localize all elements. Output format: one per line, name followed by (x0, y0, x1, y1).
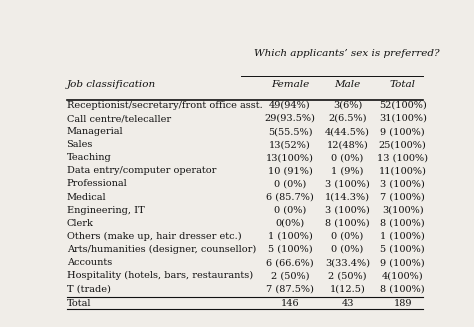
Text: Job classification: Job classification (66, 79, 156, 89)
Text: 31(100%): 31(100%) (379, 114, 427, 123)
Text: 0 (0%): 0 (0%) (331, 153, 364, 162)
Text: Total: Total (390, 79, 416, 89)
Text: 1 (9%): 1 (9%) (331, 166, 364, 175)
Text: 13(52%): 13(52%) (269, 140, 311, 149)
Text: 5 (100%): 5 (100%) (268, 245, 312, 254)
Text: 9 (100%): 9 (100%) (381, 127, 425, 136)
Text: 3 (100%): 3 (100%) (325, 206, 370, 215)
Text: Female: Female (271, 79, 309, 89)
Text: 1(12.5): 1(12.5) (330, 284, 365, 293)
Text: Male: Male (335, 79, 361, 89)
Text: 8 (100%): 8 (100%) (325, 219, 370, 228)
Text: 189: 189 (393, 299, 412, 308)
Text: Receptionist/secretary/front office asst.: Receptionist/secretary/front office asst… (66, 101, 262, 110)
Text: 7 (87.5%): 7 (87.5%) (266, 284, 314, 293)
Text: Teaching: Teaching (66, 153, 111, 162)
Text: 0 (0%): 0 (0%) (331, 245, 364, 254)
Text: Others (make up, hair dresser etc.): Others (make up, hair dresser etc.) (66, 232, 241, 241)
Text: 0(0%): 0(0%) (275, 219, 304, 228)
Text: 3 (100%): 3 (100%) (380, 180, 425, 188)
Text: 0 (0%): 0 (0%) (274, 180, 306, 188)
Text: 8 (100%): 8 (100%) (381, 284, 425, 293)
Text: T (trade): T (trade) (66, 284, 110, 293)
Text: 8 (100%): 8 (100%) (381, 219, 425, 228)
Text: 13(100%): 13(100%) (266, 153, 314, 162)
Text: 6 (66.6%): 6 (66.6%) (266, 258, 314, 267)
Text: 2 (50%): 2 (50%) (328, 271, 367, 280)
Text: 0 (0%): 0 (0%) (274, 206, 306, 215)
Text: 43: 43 (341, 299, 354, 308)
Text: Accounts: Accounts (66, 258, 112, 267)
Text: Managerial: Managerial (66, 127, 123, 136)
Text: 12(48%): 12(48%) (327, 140, 368, 149)
Text: 13 (100%): 13 (100%) (377, 153, 428, 162)
Text: 25(100%): 25(100%) (379, 140, 427, 149)
Text: 49(94%): 49(94%) (269, 101, 311, 110)
Text: Which applicants’ sex is preferred?: Which applicants’ sex is preferred? (254, 49, 439, 58)
Text: 10 (91%): 10 (91%) (267, 166, 312, 175)
Text: 4(100%): 4(100%) (382, 271, 424, 280)
Text: 29(93.5%): 29(93.5%) (264, 114, 315, 123)
Text: Data entry/computer operator: Data entry/computer operator (66, 166, 216, 175)
Text: 1 (100%): 1 (100%) (267, 232, 312, 241)
Text: 4(44.5%): 4(44.5%) (325, 127, 370, 136)
Text: Sales: Sales (66, 140, 93, 149)
Text: 1 (100%): 1 (100%) (380, 232, 425, 241)
Text: 5(55.5%): 5(55.5%) (268, 127, 312, 136)
Text: Professional: Professional (66, 180, 128, 188)
Text: Medical: Medical (66, 193, 106, 201)
Text: 3 (100%): 3 (100%) (325, 180, 370, 188)
Text: Clerk: Clerk (66, 219, 93, 228)
Text: Arts/humanities (designer, counsellor): Arts/humanities (designer, counsellor) (66, 245, 256, 254)
Text: 5 (100%): 5 (100%) (381, 245, 425, 254)
Text: 0 (0%): 0 (0%) (331, 232, 364, 241)
Text: 3(33.4%): 3(33.4%) (325, 258, 370, 267)
Text: Hospitality (hotels, bars, restaurants): Hospitality (hotels, bars, restaurants) (66, 271, 253, 280)
Text: 9 (100%): 9 (100%) (381, 258, 425, 267)
Text: 3(6%): 3(6%) (333, 101, 362, 110)
Text: 1(14.3%): 1(14.3%) (325, 193, 370, 201)
Text: 6 (85.7%): 6 (85.7%) (266, 193, 314, 201)
Text: 146: 146 (281, 299, 299, 308)
Text: Call centre/telecaller: Call centre/telecaller (66, 114, 171, 123)
Text: Total: Total (66, 299, 91, 308)
Text: Engineering, IT: Engineering, IT (66, 206, 145, 215)
Text: 11(100%): 11(100%) (379, 166, 427, 175)
Text: 2 (50%): 2 (50%) (271, 271, 309, 280)
Text: 7 (100%): 7 (100%) (380, 193, 425, 201)
Text: 3(100%): 3(100%) (382, 206, 424, 215)
Text: 2(6.5%): 2(6.5%) (328, 114, 367, 123)
Text: 52(100%): 52(100%) (379, 101, 427, 110)
